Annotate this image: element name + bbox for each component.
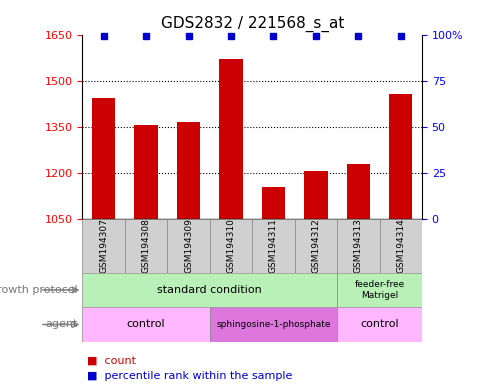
Text: control: control bbox=[126, 319, 165, 329]
Bar bbox=[134, 125, 157, 219]
Bar bbox=[294, 219, 336, 273]
Text: GSM194307: GSM194307 bbox=[99, 218, 108, 273]
Bar bbox=[177, 122, 200, 219]
Text: feeder-free
Matrigel: feeder-free Matrigel bbox=[354, 280, 404, 300]
Bar bbox=[303, 170, 327, 219]
Bar bbox=[261, 187, 285, 219]
Text: standard condition: standard condition bbox=[157, 285, 261, 295]
Bar bbox=[336, 273, 421, 307]
Bar bbox=[82, 307, 209, 342]
Text: ■  percentile rank within the sample: ■ percentile rank within the sample bbox=[87, 371, 292, 381]
Text: control: control bbox=[360, 319, 398, 329]
Bar bbox=[346, 164, 369, 219]
Text: GSM194312: GSM194312 bbox=[311, 218, 320, 273]
Bar bbox=[209, 219, 252, 273]
Text: ■  count: ■ count bbox=[87, 355, 136, 365]
Text: GSM194308: GSM194308 bbox=[141, 218, 151, 273]
Text: GSM194309: GSM194309 bbox=[183, 218, 193, 273]
Bar bbox=[336, 219, 378, 273]
Text: agent: agent bbox=[45, 319, 77, 329]
Title: GDS2832 / 221568_s_at: GDS2832 / 221568_s_at bbox=[160, 16, 343, 32]
Text: GSM194313: GSM194313 bbox=[353, 218, 362, 273]
Bar bbox=[378, 219, 421, 273]
Bar bbox=[388, 94, 411, 219]
Text: sphingosine-1-phosphate: sphingosine-1-phosphate bbox=[216, 320, 330, 329]
Bar bbox=[219, 59, 242, 219]
Text: GSM194314: GSM194314 bbox=[395, 218, 405, 273]
Text: GSM194311: GSM194311 bbox=[268, 218, 277, 273]
Bar bbox=[167, 219, 209, 273]
Bar bbox=[252, 219, 294, 273]
Bar bbox=[92, 98, 115, 219]
Text: GSM194310: GSM194310 bbox=[226, 218, 235, 273]
Bar bbox=[209, 307, 336, 342]
Text: growth protocol: growth protocol bbox=[0, 285, 77, 295]
Bar bbox=[336, 307, 421, 342]
Bar bbox=[125, 219, 167, 273]
Bar bbox=[82, 273, 336, 307]
Bar bbox=[82, 219, 125, 273]
